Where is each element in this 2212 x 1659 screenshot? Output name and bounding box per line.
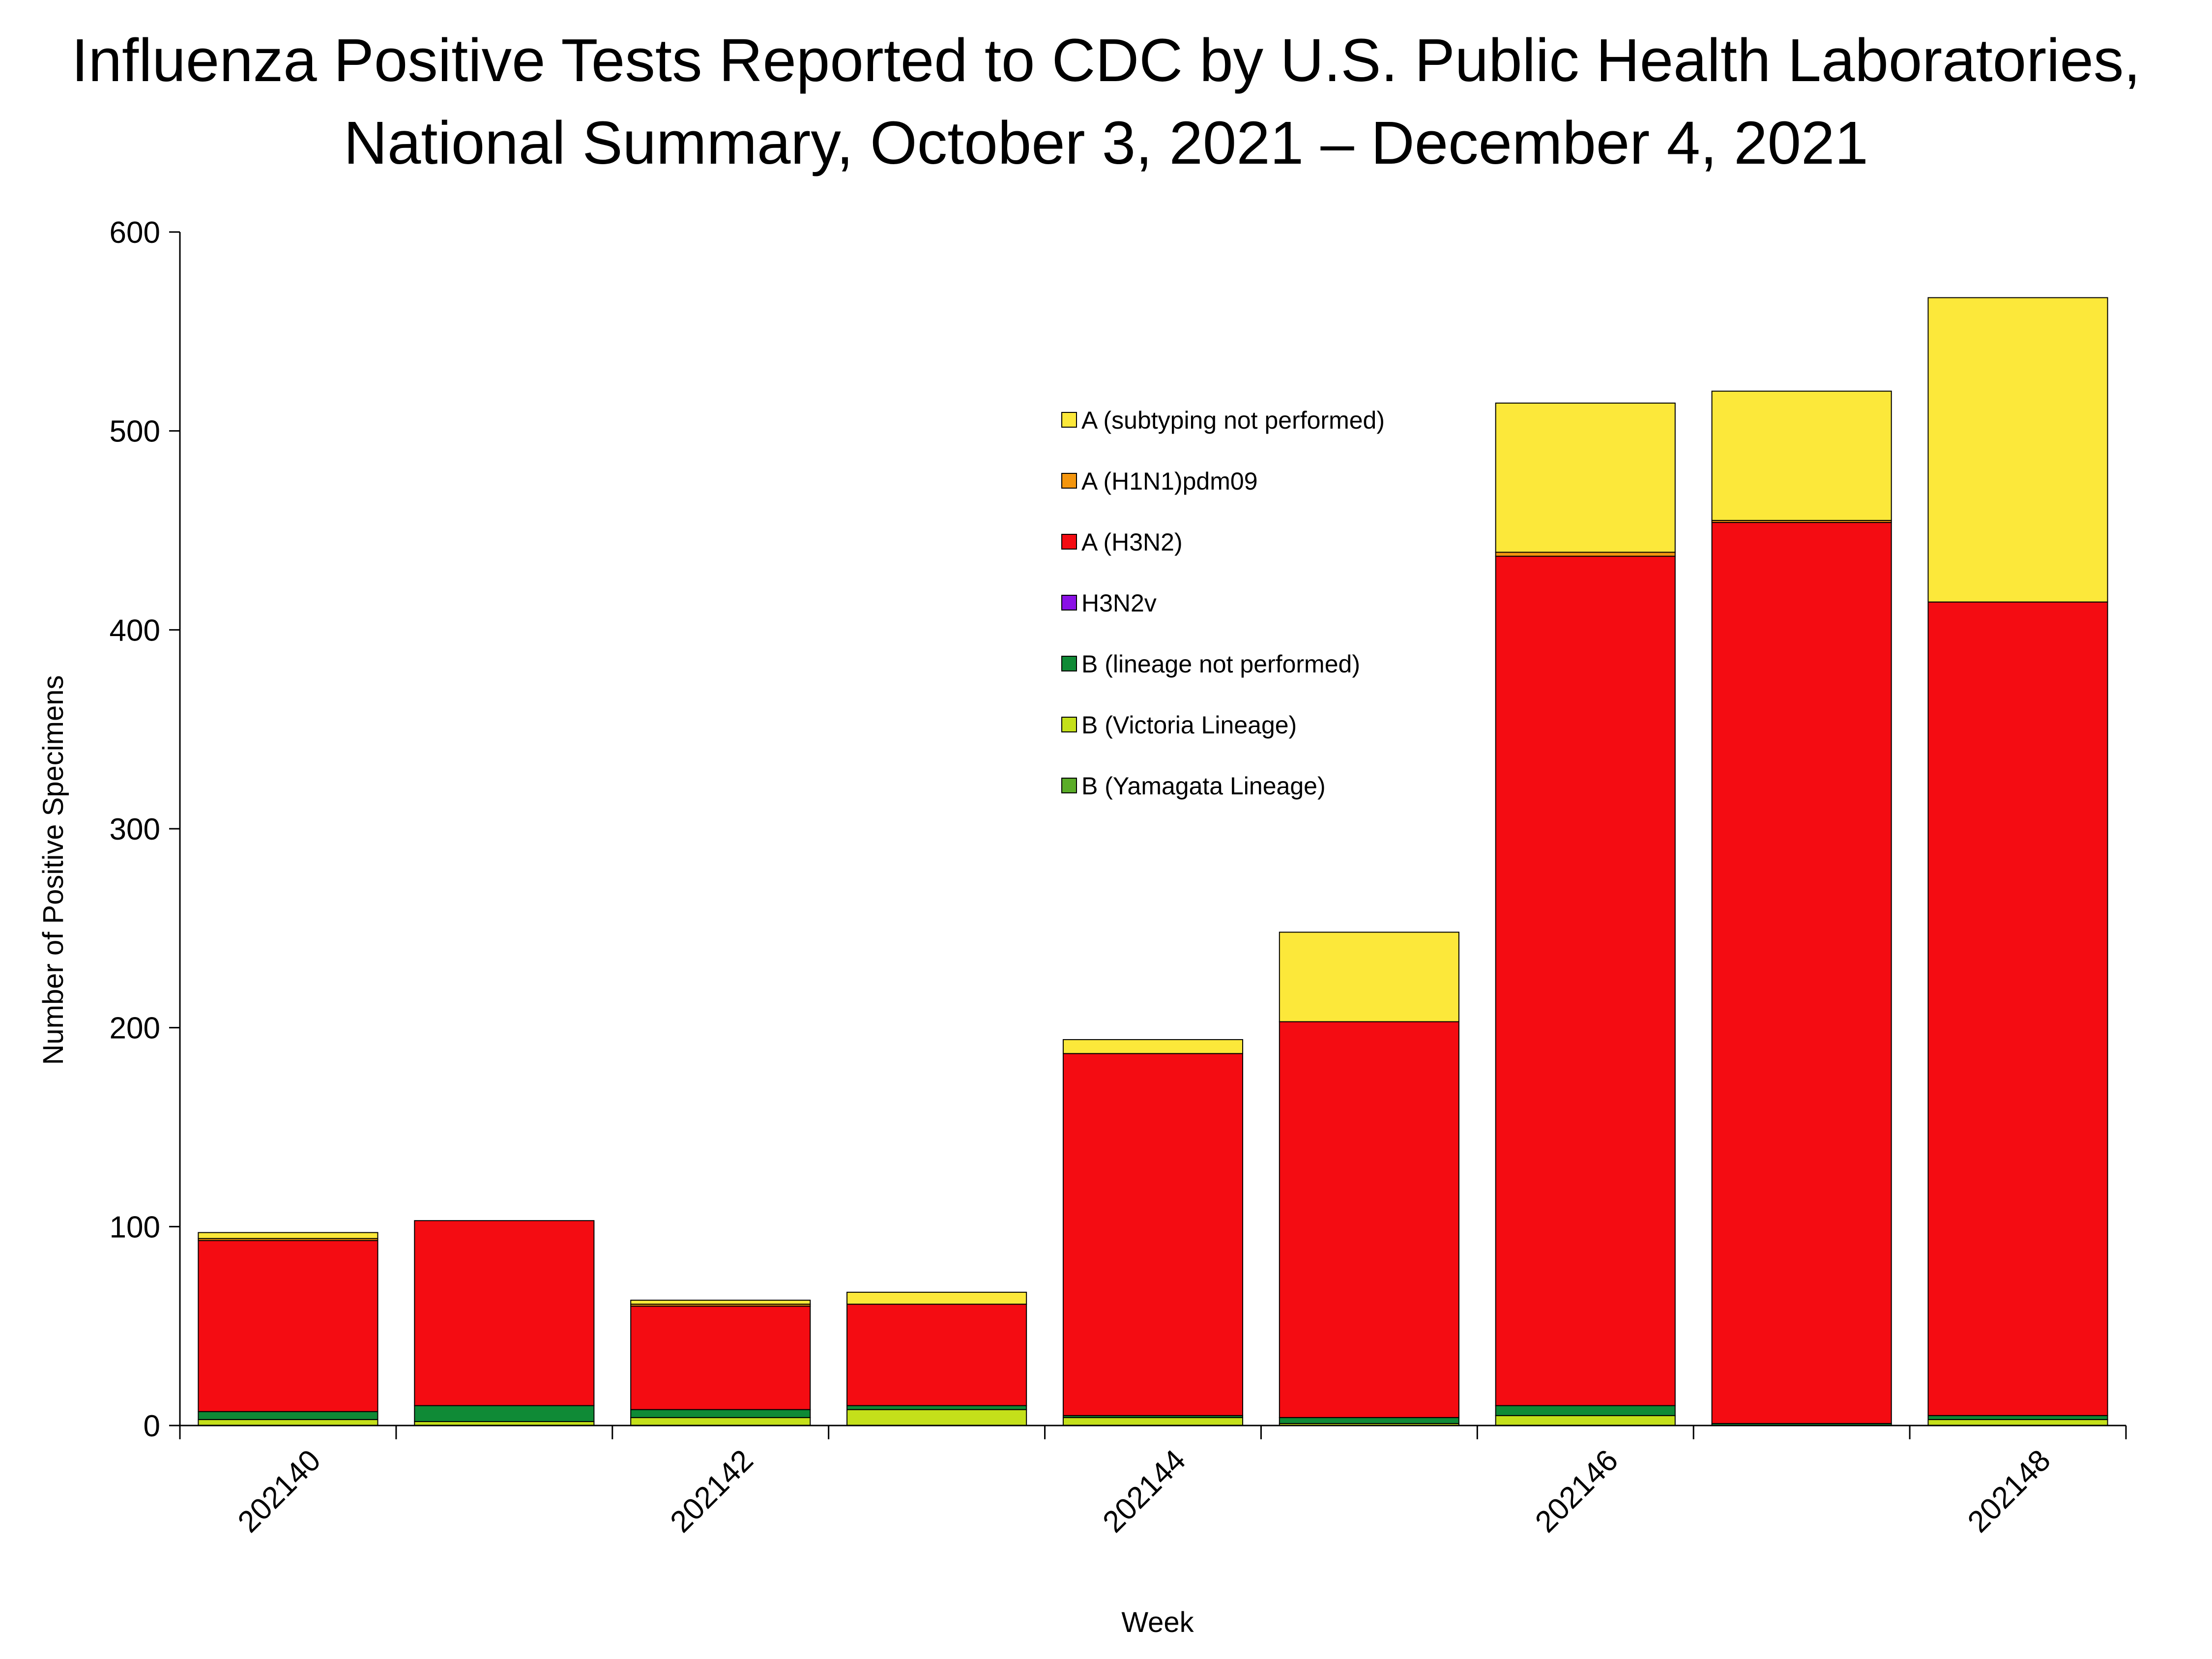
- chart-title-line-2: National Summary, October 3, 2021 – Dece…: [344, 110, 1868, 177]
- bar-segment-202146-s5: [1495, 552, 1676, 557]
- bar-group-202145: [1279, 931, 1459, 1426]
- y-tick-label-500: 500: [110, 415, 160, 449]
- bar-segment-202145-s6: [1279, 931, 1459, 1022]
- bar-segment-202145-s2: [1279, 1417, 1459, 1424]
- y-tick-label-300: 300: [110, 813, 160, 846]
- legend-label-5: B (Victoria Lineage): [1081, 711, 1297, 739]
- legend-entry-4: B (lineage not performed): [1061, 650, 1360, 678]
- chart-title: Influenza Positive Tests Reported to CDC…: [0, 20, 2212, 185]
- legend-label-6: B (Yamagata Lineage): [1081, 772, 1326, 800]
- bar-segment-202146-s1: [1495, 1415, 1676, 1426]
- legend-label-1: A (H1N1)pdm09: [1081, 467, 1258, 495]
- bar-segment-202141-s4: [414, 1220, 595, 1406]
- legend-entry-3: H3N2v: [1061, 589, 1157, 617]
- bar-segment-202147-s4: [1711, 522, 1892, 1424]
- legend-label-0: A (subtyping not performed): [1081, 407, 1385, 434]
- bars-layer: [198, 297, 2108, 1426]
- legend-entry-0: A (subtyping not performed): [1061, 407, 1385, 434]
- bar-segment-202142-s1: [630, 1417, 811, 1426]
- legend-label-3: H3N2v: [1081, 589, 1157, 617]
- legend-entry-1: A (H1N1)pdm09: [1061, 467, 1258, 495]
- legend-swatch-6: [1061, 778, 1077, 793]
- bar-segment-202147-s6: [1711, 390, 1892, 521]
- bar-segment-202145-s4: [1279, 1021, 1459, 1418]
- legend-swatch-5: [1061, 717, 1077, 732]
- bar-segment-202141-s2: [414, 1405, 595, 1422]
- bar-segment-202142-s6: [630, 1300, 811, 1305]
- chart-title-line-1: Influenza Positive Tests Reported to CDC…: [71, 27, 2141, 94]
- y-tick-label-600: 600: [110, 216, 160, 250]
- legend-entry-5: B (Victoria Lineage): [1061, 711, 1297, 739]
- bar-segment-202143-s4: [846, 1304, 1027, 1406]
- bar-segment-202148-s4: [1927, 601, 2108, 1416]
- legend-label-4: B (lineage not performed): [1081, 650, 1360, 678]
- bar-segment-202148-s1: [1927, 1419, 2108, 1426]
- x-axis-label: Week: [1121, 1606, 1194, 1638]
- x-tick-label-202148: 202148: [1961, 1443, 2057, 1539]
- bar-group-202148: [1927, 297, 2108, 1426]
- bar-segment-202144-s6: [1062, 1039, 1244, 1054]
- legend-swatch-4: [1061, 656, 1077, 671]
- bar-segment-202148-s2: [1927, 1415, 2108, 1420]
- x-tick-label-202140: 202140: [232, 1443, 327, 1539]
- bar-segment-202146-s2: [1495, 1405, 1676, 1416]
- bar-segment-202142-s4: [630, 1306, 811, 1410]
- y-tick-label-0: 0: [144, 1409, 160, 1443]
- bar-segment-202140-s4: [198, 1240, 378, 1412]
- legend-swatch-0: [1061, 412, 1077, 428]
- x-tick-label-202144: 202144: [1096, 1443, 1192, 1539]
- legend-swatch-2: [1061, 534, 1077, 550]
- bar-segment-202144-s1: [1062, 1417, 1244, 1426]
- bar-segment-202140-s6: [198, 1232, 378, 1239]
- bar-segment-202144-s4: [1062, 1053, 1244, 1416]
- bar-group-202142: [630, 1300, 811, 1426]
- legend-entry-2: A (H3N2): [1061, 528, 1183, 556]
- y-tick-label-400: 400: [110, 613, 160, 647]
- bar-group-202140: [198, 1232, 378, 1426]
- bar-segment-202140-s1: [198, 1419, 378, 1426]
- legend: A (subtyping not performed) A (H1N1)pdm09…: [1061, 407, 1385, 800]
- bar-group-202143: [846, 1291, 1027, 1426]
- bar-group-202147: [1711, 390, 1892, 1426]
- legend-entry-6: B (Yamagata Lineage): [1061, 772, 1326, 800]
- y-axis-label: Number of Positive Specimens: [37, 675, 69, 1065]
- bar-segment-202140-s2: [198, 1411, 378, 1420]
- y-tick-label-100: 100: [110, 1210, 160, 1244]
- bar-segment-202142-s2: [630, 1409, 811, 1418]
- x-tick-label-202142: 202142: [664, 1443, 760, 1539]
- bar-group-202141: [414, 1220, 595, 1426]
- bar-segment-202146-s6: [1495, 403, 1676, 553]
- bar-segment-202148-s6: [1927, 297, 2108, 603]
- x-tick-label-202146: 202146: [1529, 1443, 1625, 1539]
- bar-segment-202143-s2: [846, 1405, 1027, 1410]
- bar-segment-202143-s6: [846, 1291, 1027, 1305]
- bar-group-202144: [1062, 1039, 1244, 1426]
- bar-group-202146: [1495, 403, 1676, 1426]
- bar-segment-202143-s1: [846, 1409, 1027, 1426]
- y-tick-label-200: 200: [110, 1012, 160, 1046]
- legend-swatch-3: [1061, 595, 1077, 611]
- legend-swatch-1: [1061, 473, 1077, 489]
- legend-label-2: A (H3N2): [1081, 528, 1183, 556]
- bar-segment-202146-s4: [1495, 555, 1676, 1406]
